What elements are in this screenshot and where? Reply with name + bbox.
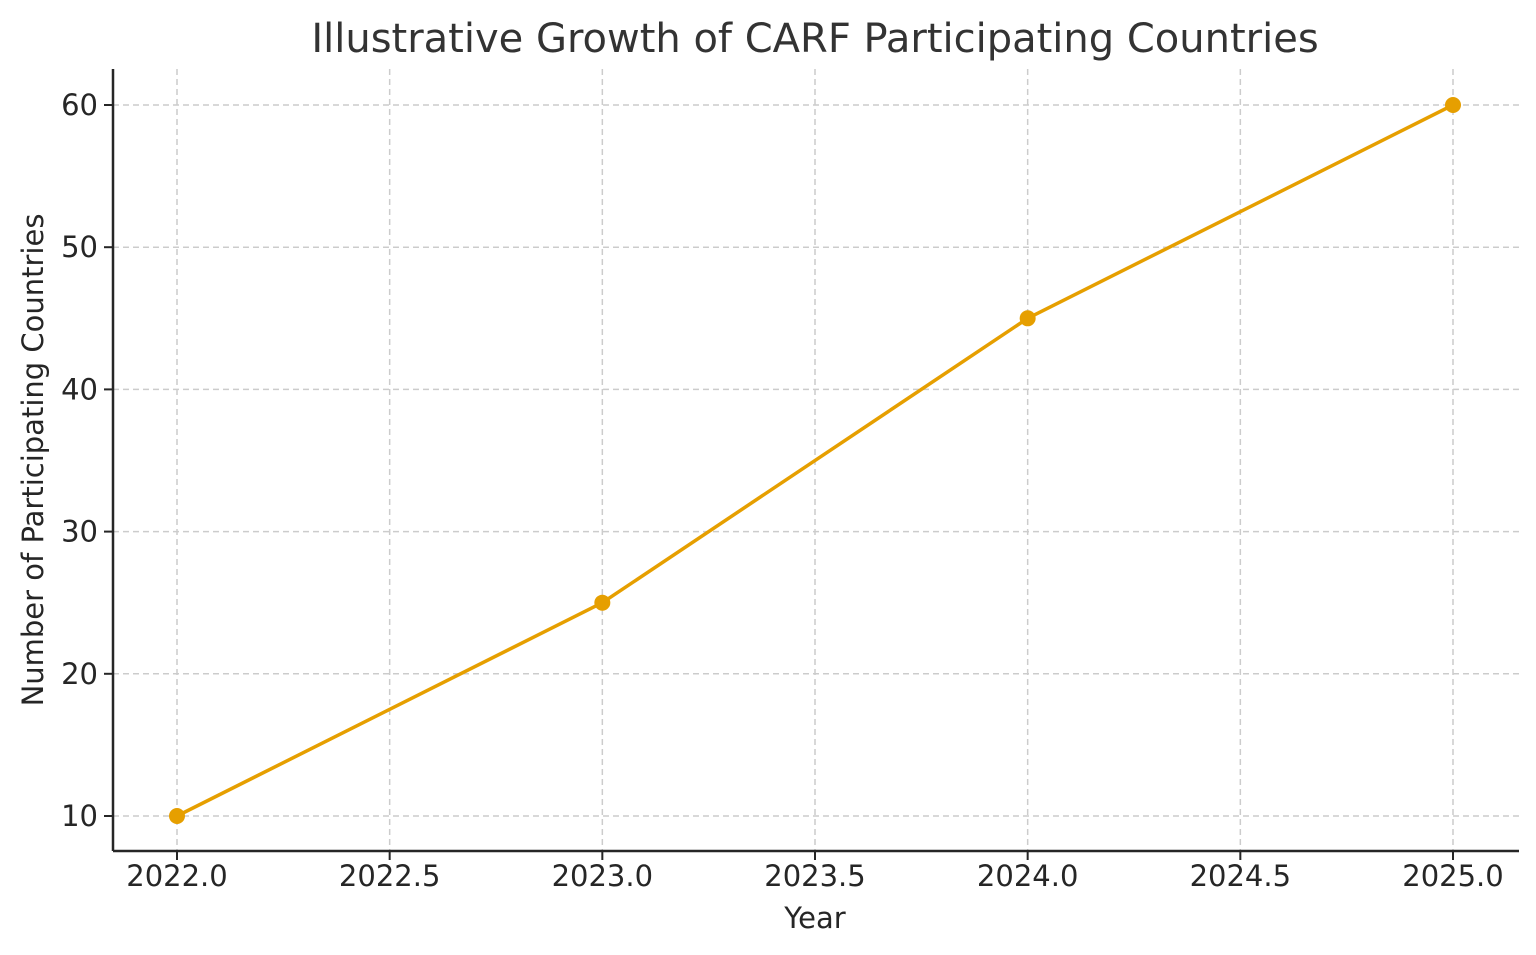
y-tick-label: 10	[61, 799, 98, 833]
x-tick-label: 2024.0	[977, 859, 1078, 893]
y-tick-label: 60	[61, 88, 98, 122]
x-tick-label: 2022.0	[126, 859, 227, 893]
y-tick-label: 40	[61, 372, 98, 406]
chart-title: Illustrative Growth of CARF Participatin…	[311, 16, 1318, 62]
x-tick-label: 2024.5	[1190, 859, 1291, 893]
y-axis-label: Number of Participating Countries	[16, 214, 50, 707]
series-line	[176, 103, 1454, 818]
y-axis-ticks: 10 20 30 40 50 60	[61, 88, 113, 833]
grid-lines	[113, 69, 1519, 851]
data-point-marker	[594, 594, 611, 611]
data-point-marker	[1019, 310, 1036, 327]
x-axis-ticks: 2022.0 2022.5 2023.0 2023.5 2024.0 2024.5 2025…	[126, 851, 1504, 893]
y-tick-label: 50	[61, 230, 98, 264]
data-point-marker	[169, 808, 185, 824]
x-tick-label: 2023.0	[552, 859, 653, 893]
y-tick-label: 20	[61, 657, 98, 691]
x-tick-label: 2025.0	[1402, 859, 1503, 893]
data-point-marker	[1445, 97, 1461, 113]
x-tick-label: 2023.5	[764, 859, 865, 893]
x-axis-label: Year	[783, 901, 845, 935]
x-tick-label: 2022.5	[339, 859, 440, 893]
data-series	[169, 97, 1461, 824]
y-tick-label: 30	[61, 515, 98, 549]
